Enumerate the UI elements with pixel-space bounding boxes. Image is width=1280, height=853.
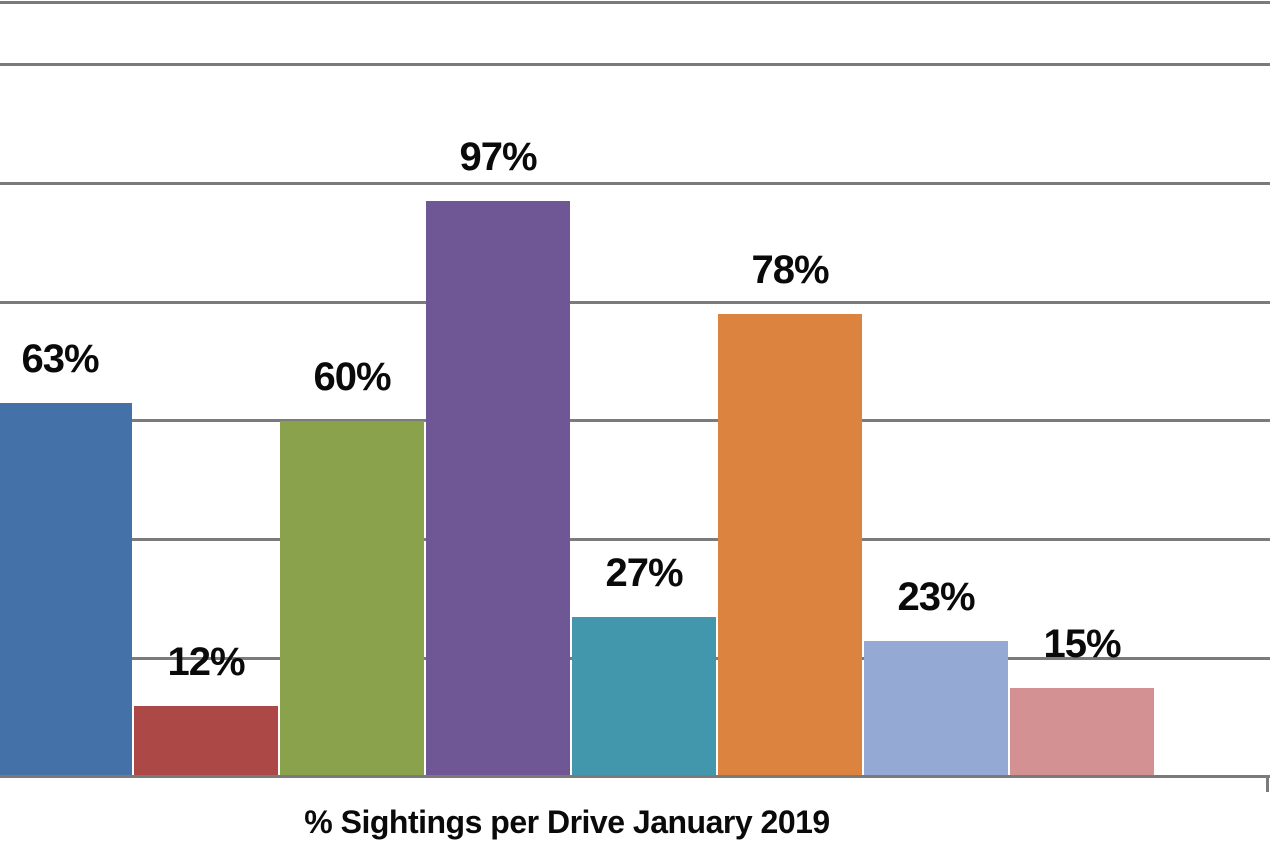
- gridline: [0, 538, 1270, 542]
- gridline: [0, 182, 1270, 185]
- plot-top-border: [0, 1, 1270, 4]
- bar-value-label: 97%: [459, 135, 537, 180]
- bar-value-label: 78%: [751, 248, 829, 293]
- x-axis-line: [0, 775, 1270, 778]
- chart-x-axis-title: % Sightings per Drive January 2019: [304, 804, 830, 840]
- gridline: [0, 300, 1270, 304]
- bar: [280, 420, 424, 777]
- bar-value-label: 27%: [605, 550, 683, 595]
- bar: [864, 640, 1008, 777]
- gridline: [0, 419, 1270, 423]
- bar: [426, 201, 570, 777]
- bar: [572, 616, 716, 777]
- bar-value-label: 60%: [313, 354, 391, 399]
- bar: [718, 314, 862, 777]
- bar-value-label: 15%: [1043, 621, 1121, 666]
- bar-value-label: 12%: [167, 639, 245, 684]
- bar-value-label: 23%: [897, 574, 975, 619]
- gridline: [0, 63, 1270, 67]
- bar-value-label: 63%: [21, 337, 99, 382]
- bar: [1010, 687, 1154, 777]
- bar: [0, 403, 132, 777]
- x-axis-end-tick: [1266, 777, 1269, 792]
- bar: [134, 705, 278, 777]
- plot-area: 63% 12% 60% 97% 27% 78% 23% 15%: [0, 1, 1270, 777]
